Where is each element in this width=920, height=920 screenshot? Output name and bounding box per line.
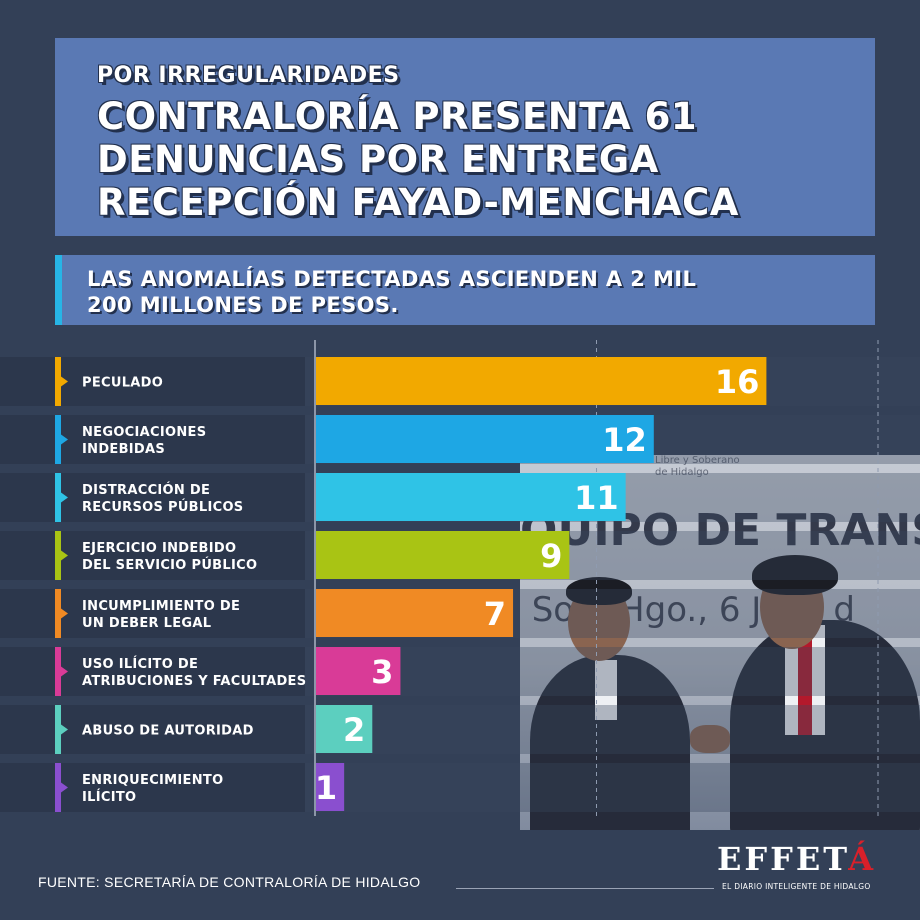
title-line: RECEPCIÓN FAYAD-MENCHACA bbox=[97, 181, 739, 224]
bar-track bbox=[305, 647, 920, 696]
category-label-line: DISTRACCIÓN DE bbox=[82, 482, 210, 498]
background-photo: Libre y Soberano de Hidalgo EQUIPO DE TR… bbox=[520, 455, 920, 830]
photo-handshake bbox=[690, 725, 730, 753]
bar-value-label: 9 bbox=[540, 537, 562, 575]
category-accent-bar bbox=[55, 589, 61, 638]
photo-small-text-line: Libre y Soberano bbox=[655, 455, 740, 466]
category-label: ENRIQUECIMIENTO ILÍCITO bbox=[82, 773, 223, 805]
category-accent-bar bbox=[55, 531, 61, 580]
category-label-line: ATRIBUCIONES Y FACULTADES bbox=[82, 674, 306, 689]
title-line: CONTRALORÍA PRESENTA 61 bbox=[97, 95, 698, 138]
category-row-background bbox=[0, 357, 305, 406]
category-accent-bar bbox=[55, 763, 61, 812]
photo-person-right bbox=[730, 620, 920, 830]
logo-tagline: EL DIARIO INTELIGENTE DE HIDALGO bbox=[722, 882, 871, 891]
logo-text: EFFET bbox=[717, 840, 849, 878]
category-label-line: RECURSOS PÚBLICOS bbox=[82, 499, 243, 515]
category-label: PECULADO bbox=[82, 376, 163, 391]
category-label-line: ILÍCITO bbox=[82, 789, 136, 805]
category-arrow bbox=[61, 434, 68, 445]
logo-accent-letter: Á bbox=[848, 840, 877, 878]
bar bbox=[316, 473, 626, 521]
title-panel: POR IRREGULARIDADES CONTRALORÍA PRESENTA… bbox=[55, 38, 875, 236]
bar-chart-svg: PECULADO 16 NEGOCIACIONES INDEBIDAS 12 DISTRA… bbox=[0, 340, 920, 816]
category-label-line: INCUMPLIMIENTO DE bbox=[82, 599, 240, 614]
category-accent-bar bbox=[55, 647, 61, 696]
category-label-line: ENRIQUECIMIENTO bbox=[82, 773, 223, 788]
bar-value-label: 2 bbox=[343, 711, 365, 749]
subtitle-line: LAS ANOMALÍAS DETECTADAS ASCIENDEN A 2 M… bbox=[87, 267, 697, 291]
photo-small-text: Libre y Soberano de Hidalgo bbox=[655, 455, 740, 479]
bar bbox=[316, 531, 570, 579]
category-accent-bar bbox=[55, 415, 61, 464]
category-row-background bbox=[0, 763, 305, 812]
category-accent-bar bbox=[55, 357, 61, 406]
source-note: FUENTE: SECRETARÍA DE CONTRALORÍA DE HID… bbox=[38, 874, 421, 890]
category-row-background bbox=[0, 415, 305, 464]
bar-value-label: 7 bbox=[484, 595, 506, 633]
bar bbox=[316, 589, 514, 637]
photo-hair-right bbox=[752, 555, 838, 595]
category-row-background bbox=[0, 705, 305, 754]
category-label-line: DEL SERVICIO PÚBLICO bbox=[82, 557, 257, 573]
category-row-background bbox=[0, 647, 305, 696]
photo-hair-left bbox=[566, 577, 632, 605]
bar bbox=[316, 763, 345, 811]
bar-track bbox=[305, 705, 920, 754]
category-row-background bbox=[0, 589, 305, 638]
category-label-line: ABUSO DE AUTORIDAD bbox=[82, 724, 254, 739]
category-arrow bbox=[61, 550, 68, 561]
category-arrow bbox=[61, 666, 68, 677]
bar-value-label: 11 bbox=[574, 479, 619, 517]
category-label: ABUSO DE AUTORIDAD bbox=[82, 724, 254, 739]
bar-value-label: 12 bbox=[602, 421, 647, 459]
category-accent-bar bbox=[55, 705, 61, 754]
category-label: NEGOCIACIONES INDEBIDAS bbox=[82, 425, 206, 457]
subtitle-line: 200 MILLONES DE PESOS. bbox=[87, 293, 399, 317]
category-arrow bbox=[61, 782, 68, 793]
category-arrow bbox=[61, 724, 68, 735]
category-row-background bbox=[0, 473, 305, 522]
category-arrow bbox=[61, 608, 68, 619]
category-arrow bbox=[61, 492, 68, 503]
category-label-line: USO ILÍCITO DE bbox=[82, 656, 198, 672]
photo-tie-right bbox=[798, 630, 812, 735]
kicker-text: POR IRREGULARIDADES bbox=[97, 63, 400, 88]
effeta-logo: EFFETÁ bbox=[717, 840, 876, 878]
category-label: EJERCICIO INDEBIDO DEL SERVICIO PÚBLICO bbox=[82, 541, 257, 573]
category-label: DISTRACCIÓN DE RECURSOS PÚBLICOS bbox=[82, 482, 243, 515]
bar-value-label: 16 bbox=[715, 363, 760, 401]
bar-value-label: 1 bbox=[315, 769, 337, 807]
category-label-line: INDEBIDAS bbox=[82, 442, 165, 457]
category-label: USO ILÍCITO DE ATRIBUCIONES Y FACULTADES bbox=[82, 656, 306, 689]
bar bbox=[316, 415, 654, 463]
category-label-line: EJERCICIO INDEBIDO bbox=[82, 541, 236, 556]
subtitle-accent-bar bbox=[55, 255, 62, 325]
category-label-line: UN DEBER LEGAL bbox=[82, 616, 211, 631]
photo-small-text-line: de Hidalgo bbox=[655, 467, 709, 478]
category-label-line: NEGOCIACIONES bbox=[82, 425, 206, 440]
category-accent-bar bbox=[55, 473, 61, 522]
bar bbox=[316, 647, 401, 695]
category-row-background bbox=[0, 531, 305, 580]
category-arrow bbox=[61, 376, 68, 387]
bar-track bbox=[305, 763, 920, 812]
subtitle-panel: LAS ANOMALÍAS DETECTADAS ASCIENDEN A 2 M… bbox=[55, 255, 875, 325]
category-label-line: PECULADO bbox=[82, 376, 163, 391]
title-line: DENUNCIAS POR ENTREGA bbox=[97, 138, 659, 181]
source-divider bbox=[456, 888, 714, 889]
category-label: INCUMPLIMIENTO DE UN DEBER LEGAL bbox=[82, 599, 240, 631]
bar-chart: PECULADO 16 NEGOCIACIONES INDEBIDAS 12 DISTRA… bbox=[0, 340, 920, 840]
bar bbox=[316, 357, 767, 405]
bar-value-label: 3 bbox=[371, 653, 393, 691]
bar bbox=[316, 705, 373, 753]
photo-shirt-left bbox=[595, 660, 617, 720]
